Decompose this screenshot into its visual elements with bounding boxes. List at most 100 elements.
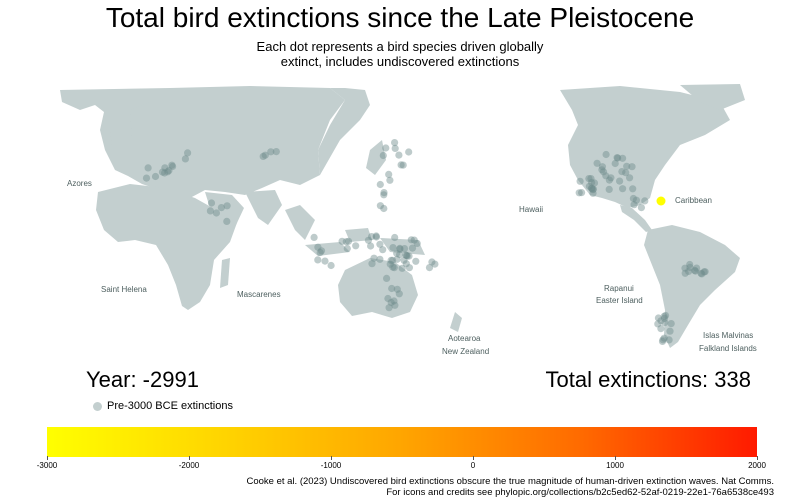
extinction-dot bbox=[212, 209, 220, 217]
colorbar-tick-label: -1000 bbox=[320, 461, 342, 470]
extinction-dot bbox=[665, 336, 673, 344]
landmass-new-guinea bbox=[380, 238, 425, 255]
colorbar-tick-mark bbox=[473, 456, 474, 460]
extinction-dot bbox=[259, 152, 267, 160]
extinction-dot bbox=[391, 233, 399, 242]
extinction-dot bbox=[380, 189, 388, 197]
extinction-dot bbox=[184, 149, 192, 157]
extinction-dot bbox=[223, 217, 231, 225]
extinction-dot bbox=[408, 244, 417, 252]
extinction-dot bbox=[314, 243, 322, 251]
landmass-indonesia-east bbox=[345, 228, 372, 242]
extinction-dot bbox=[151, 172, 160, 181]
extinction-dot bbox=[599, 168, 608, 176]
credit-line-2: For icons and credits see phylopic.org/c… bbox=[386, 487, 774, 498]
extinction-dot bbox=[403, 252, 411, 260]
label-new-zealand: New Zealand bbox=[442, 347, 489, 356]
extinction-dot bbox=[616, 177, 624, 185]
extinction-dot bbox=[368, 260, 376, 268]
extinction-dot bbox=[630, 201, 638, 209]
extinction-dot bbox=[405, 252, 413, 260]
extinction-dot bbox=[389, 256, 397, 264]
extinction-dot bbox=[168, 161, 176, 169]
colorbar-tick-mark bbox=[47, 456, 48, 460]
extinction-dot bbox=[376, 240, 384, 248]
extinction-dot bbox=[654, 320, 662, 328]
extinction-dot bbox=[661, 319, 669, 327]
label-mascarenes: Mascarenes bbox=[237, 290, 281, 299]
colorbar-tick-mark bbox=[615, 456, 616, 460]
extinction-dot bbox=[379, 151, 387, 160]
landmass-central-america bbox=[620, 205, 652, 232]
extinction-dot bbox=[343, 244, 351, 253]
extinction-dot bbox=[393, 285, 401, 293]
extinction-dot bbox=[605, 176, 614, 184]
extinction-dot bbox=[396, 251, 404, 259]
year-readout: Year: -2991 bbox=[86, 367, 199, 392]
extinction-dot bbox=[391, 139, 399, 147]
extinction-dot bbox=[400, 245, 409, 253]
extinction-dot bbox=[662, 311, 670, 320]
extinction-dot bbox=[681, 264, 689, 272]
extinction-dot bbox=[618, 168, 626, 176]
extinction-dot bbox=[700, 268, 708, 276]
extinction-dot bbox=[410, 236, 418, 244]
highlighted-extinction-dot bbox=[656, 196, 666, 206]
label-easter-island: Easter Island bbox=[596, 296, 643, 305]
colorbar-tick-label: -3000 bbox=[36, 461, 58, 470]
extinction-dot bbox=[144, 164, 152, 172]
extinction-dot bbox=[314, 256, 322, 264]
map-labels: Azores Saint Helena Mascarenes Hawaii Ca… bbox=[67, 179, 757, 356]
landmass-eurasia-west bbox=[60, 86, 345, 198]
extinction-dot bbox=[161, 169, 169, 177]
extinction-dot bbox=[398, 264, 406, 272]
extinction-dot bbox=[321, 257, 329, 265]
extinction-dot bbox=[657, 325, 665, 333]
extinction-dot bbox=[660, 312, 668, 320]
landmass-madagascar bbox=[220, 258, 230, 288]
colorbar bbox=[47, 427, 757, 457]
extinction-dot bbox=[629, 185, 637, 193]
extinction-dot bbox=[385, 170, 393, 178]
extinction-dot bbox=[316, 248, 324, 257]
landmass-arabia bbox=[205, 192, 244, 225]
label-azores: Azores bbox=[67, 179, 92, 188]
extinction-dot bbox=[413, 239, 421, 247]
extinction-dot bbox=[598, 163, 607, 171]
total-extinctions-readout: Total extinctions: 338 bbox=[545, 367, 751, 392]
colorbar-tick-mark bbox=[757, 456, 758, 460]
extinction-dot bbox=[405, 264, 413, 272]
extinction-dot bbox=[364, 236, 372, 244]
extinction-dot bbox=[261, 151, 269, 159]
extinction-dot bbox=[217, 204, 225, 212]
extinction-dot bbox=[629, 194, 638, 203]
colorbar-tick-mark bbox=[331, 456, 332, 460]
extinction-dot bbox=[698, 270, 706, 278]
extinction-dot bbox=[425, 264, 434, 272]
extinction-dot bbox=[384, 294, 392, 303]
extinction-dot bbox=[342, 238, 350, 246]
extinction-dot bbox=[626, 174, 634, 182]
extinction-dot bbox=[660, 334, 668, 342]
extinction-dot bbox=[666, 327, 674, 335]
chart-title: Total bird extinctions since the Late Pl… bbox=[105, 2, 695, 33]
landmass-new-zealand bbox=[450, 312, 462, 332]
landmass-australia bbox=[338, 258, 418, 318]
extinction-dot bbox=[399, 161, 407, 169]
extinction-dot bbox=[431, 260, 439, 268]
extinction-dot bbox=[390, 264, 398, 272]
extinction-dot bbox=[667, 320, 675, 328]
extinction-dot bbox=[389, 244, 397, 252]
extinction-dot bbox=[388, 284, 396, 293]
landmass-british-isles bbox=[110, 128, 120, 148]
extinction-dot bbox=[380, 191, 388, 199]
extinction-dot bbox=[386, 260, 394, 268]
extinction-dot bbox=[393, 255, 401, 263]
extinction-dot bbox=[589, 186, 597, 194]
extinction-dot bbox=[403, 251, 411, 260]
label-falkland-islands: Falkland Islands bbox=[699, 344, 757, 353]
extinction-dot bbox=[164, 168, 172, 176]
extinction-dot bbox=[391, 301, 399, 309]
extinction-dot bbox=[660, 314, 669, 322]
extinction-dot bbox=[367, 242, 375, 250]
